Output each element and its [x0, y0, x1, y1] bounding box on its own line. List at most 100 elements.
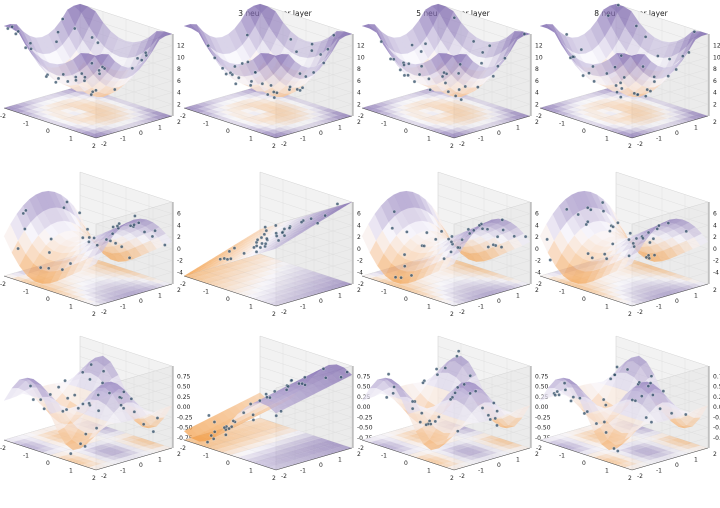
floor-contour-cell [226, 108, 240, 113]
floor-contour-cell [392, 116, 407, 121]
surface-facet [80, 52, 95, 66]
floor-contour-cell [10, 104, 25, 109]
floor-contour-cell [287, 104, 301, 109]
floor-contour-cell [279, 125, 294, 130]
surface-facet [260, 52, 275, 66]
floor-contour-cell [312, 288, 327, 294]
floor-contour-cell [93, 127, 108, 132]
floor-contour-cell [574, 105, 589, 110]
floor-contour-cell [415, 100, 430, 105]
data-point [422, 244, 426, 248]
data-point [10, 25, 14, 29]
floor-contour-cell [429, 124, 444, 129]
floor-contour-cell [662, 122, 677, 127]
floor-contour-cell [594, 104, 609, 109]
data-point [92, 236, 96, 240]
floor-contour-cell [472, 275, 487, 280]
z-tick-label: 2 [357, 234, 361, 241]
floor-contour-cell [479, 273, 493, 278]
data-point [456, 429, 460, 433]
data-point [42, 407, 46, 411]
floor-contour-cell [190, 272, 205, 277]
floor-contour-cell [100, 106, 115, 111]
y-tick-label: -2 [637, 141, 643, 148]
floor-contour-cell [644, 109, 659, 114]
surface-facet [206, 44, 222, 66]
floor-contour-cell [425, 111, 440, 116]
floor-contour-cell [274, 108, 289, 113]
floor-contour-cell [503, 285, 518, 290]
floor-contour-cell [118, 120, 133, 125]
floor-contour-cell [56, 287, 71, 292]
data-point [681, 54, 685, 58]
y-tick-label: 1 [694, 125, 698, 132]
z-tick-label: -0.75 [713, 435, 720, 442]
floor-contour-cell [322, 276, 337, 281]
floor-contour-cell [219, 278, 234, 283]
data-point [268, 395, 272, 400]
floor-contour-cell [279, 102, 294, 107]
floor-contour-cell [65, 102, 79, 107]
data-point [209, 433, 214, 438]
z-tick-label: 6 [713, 78, 717, 85]
floor-contour-cell [369, 276, 384, 281]
data-point [496, 64, 500, 68]
data-point [97, 68, 101, 73]
data-point [523, 234, 528, 239]
data-point [318, 52, 323, 57]
floor-contour-cell [73, 128, 87, 133]
data-point [585, 409, 590, 414]
data-point [491, 74, 496, 78]
floor-contour-cell [121, 105, 135, 110]
floor-contour-cell [24, 105, 39, 110]
y-tick-label: 0 [139, 298, 143, 305]
floor-contour-cell [446, 110, 460, 115]
floor-contour-cell [145, 117, 160, 122]
floor-contour-cell [84, 97, 98, 102]
floor-contour-cell [279, 270, 294, 275]
floor-contour-cell [648, 98, 662, 103]
data-point [386, 372, 391, 376]
data-point [634, 24, 639, 28]
floor-contour-cell [427, 115, 441, 120]
floor-contour-cell [243, 266, 258, 271]
data-point [96, 40, 100, 45]
floor-contour-cell [251, 124, 266, 129]
floor-contour-cell [609, 128, 623, 133]
floor-contour-cell [93, 272, 107, 277]
floor-contour-cell [74, 109, 88, 114]
floor-contour-cell [145, 285, 160, 290]
z-tick-label: 0 [535, 246, 539, 253]
data-point [548, 258, 552, 262]
floor-contour-cell [568, 107, 582, 112]
floor-contour-cell [462, 287, 477, 292]
data-point [119, 244, 124, 249]
floor-contour-cell [483, 118, 497, 123]
floor-contour-cell [638, 110, 652, 116]
data-point [74, 75, 78, 79]
floor-contour-cell [459, 130, 473, 135]
floor-contour-cell [242, 262, 257, 267]
floor-contour-cell [593, 100, 608, 105]
floor-contour-cell [255, 281, 270, 287]
floor-contour-cell [278, 265, 292, 271]
floor-contour-cell [128, 275, 143, 281]
floor-contour-cell [256, 286, 271, 291]
floor-contour-cell [467, 113, 482, 118]
floor-contour-cell [280, 106, 295, 111]
data-point [294, 49, 299, 54]
y-tick-label: 2 [535, 119, 539, 126]
floor-contour-cell [284, 264, 299, 269]
floor-contour-cell [452, 276, 467, 281]
data-point [398, 68, 403, 72]
floor-contour-cell [99, 102, 114, 107]
y-tick-label: -1 [120, 468, 126, 475]
data-point [456, 71, 461, 76]
floor-contour-cell [666, 112, 680, 117]
floor-contour-cell [77, 99, 92, 104]
z-tick-label: -0.25 [357, 414, 373, 421]
floor-contour-cell [620, 97, 634, 102]
floor-contour-cell [612, 118, 627, 123]
